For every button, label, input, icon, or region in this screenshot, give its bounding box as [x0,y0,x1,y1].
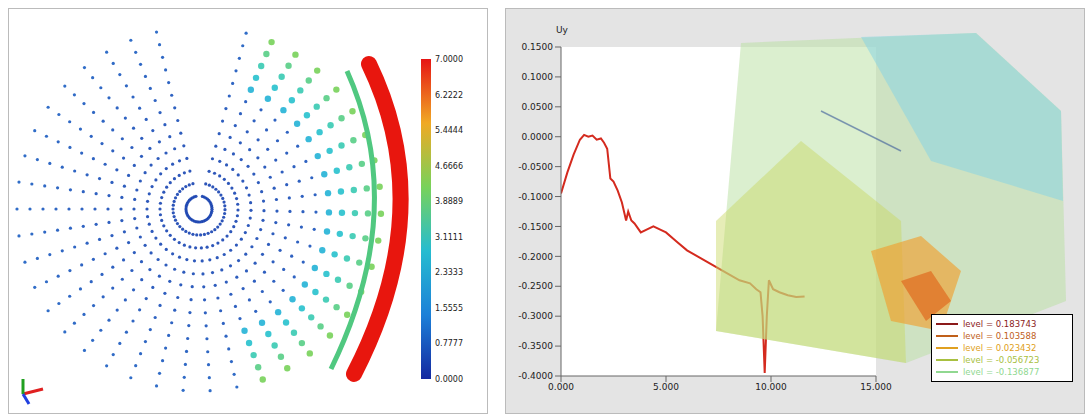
svg-text:3.8889: 3.8889 [435,197,463,206]
svg-text:0.0500: 0.0500 [522,102,554,112]
html-text:level = -0.136877: level = -0.136877 [963,367,1040,377]
svg-text:6.2222: 6.2222 [435,91,463,100]
svg-text:-0.1000: -0.1000 [518,192,553,202]
svg-text:15.000: 15.000 [860,382,892,392]
svg-text:0.0000: 0.0000 [435,375,463,384]
svg-text:0.000: 0.000 [548,382,574,392]
svg-text:0.0000: 0.0000 [522,132,554,142]
svg-text:-0.4000: -0.4000 [518,371,553,381]
svg-text:-0.3000: -0.3000 [518,311,553,321]
svg-text:4.6666: 4.6666 [435,162,463,171]
html-text:level = 0.023432: level = 0.023432 [963,343,1037,353]
svg-text:-0.3500: -0.3500 [518,341,553,351]
html-text:level = -0.056723: level = -0.056723 [963,355,1040,365]
html-text:Uy: Uy [556,25,568,35]
svg-text:5.4444: 5.4444 [435,126,463,135]
svg-text:-0.2500: -0.2500 [518,281,553,291]
html-text:level = 0.183743: level = 0.183743 [963,319,1037,329]
svg-text:1.5555: 1.5555 [435,304,463,313]
svg-text:10.000: 10.000 [755,382,787,392]
svg-text:2.3333: 2.3333 [435,268,463,277]
html-text:level = 0.103588: level = 0.103588 [963,331,1037,341]
svg-text:7.0000: 7.0000 [435,55,463,64]
svg-text:3.1111: 3.1111 [435,233,463,242]
svg-text:-0.0500: -0.0500 [518,162,553,172]
svg-text:0.7777: 0.7777 [435,339,463,348]
svg-text:0.1500: 0.1500 [522,42,554,52]
svg-text:-0.2000: -0.2000 [518,252,553,262]
svg-text:0.1000: 0.1000 [522,72,554,82]
svg-text:-0.1500: -0.1500 [518,222,553,232]
svg-text:5.000: 5.000 [653,382,679,392]
